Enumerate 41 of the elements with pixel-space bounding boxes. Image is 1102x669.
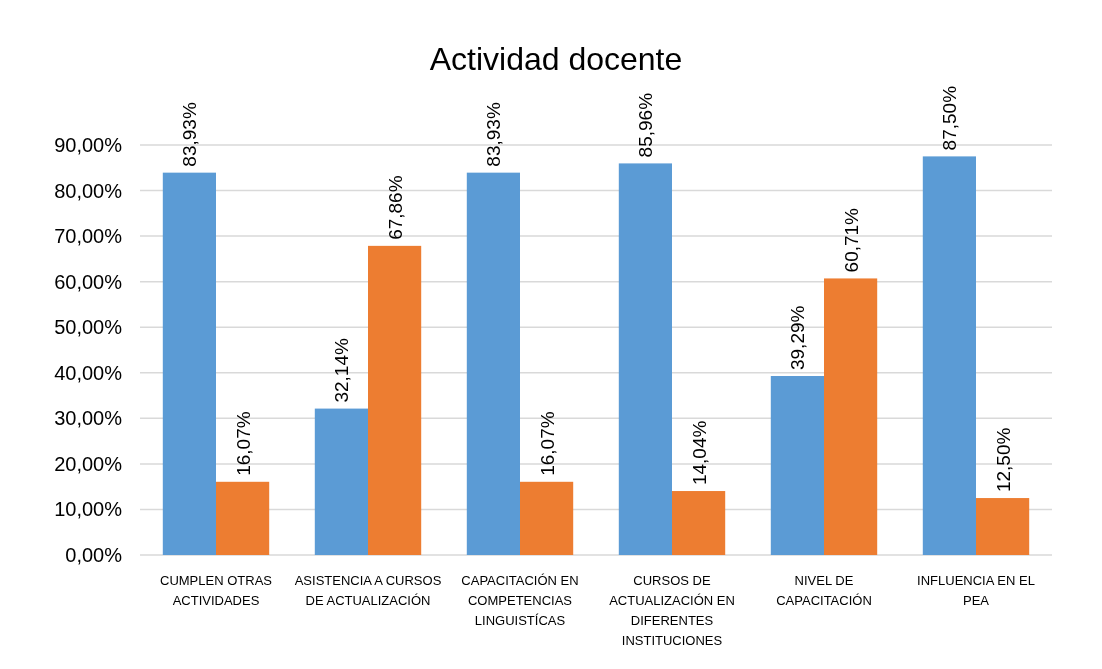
y-tick-label: 0,00% (65, 544, 123, 566)
bar (976, 498, 1030, 555)
data-label: 83,93% (483, 102, 505, 167)
bar (368, 245, 422, 555)
bar (314, 408, 368, 555)
y-tick-label: 80,00% (54, 179, 123, 202)
data-label: 16,07% (536, 411, 558, 476)
x-tick-label: INFLUENCIA EN EL PEA (917, 573, 1035, 608)
bar (618, 163, 672, 555)
bar (520, 481, 574, 555)
data-label: 32,14% (331, 338, 353, 403)
y-tick-label: 40,00% (54, 361, 123, 384)
y-tick-label: 50,00% (54, 316, 123, 339)
data-label: 83,93% (179, 102, 201, 167)
bar (466, 172, 520, 555)
data-label: 14,04% (688, 420, 710, 486)
x-tick-label: NIVEL DE CAPACITACIÓN (776, 573, 872, 608)
bar (922, 156, 976, 555)
x-tick-label: ASISTENCIA A CURSOS DE ACTUALIZACIÓN (294, 573, 442, 608)
data-label: 16,07% (232, 411, 254, 476)
chart-title: Actividad docente (429, 41, 683, 77)
y-tick-label: 90,00% (54, 134, 123, 156)
x-tick-label: CUMPLEN OTRAS ACTIVIDADES (160, 573, 273, 608)
x-tick-label: CURSOS DE ACTUALIZACIÓN EN DIFERENTES INSTITUCIONES (609, 573, 735, 648)
y-tick-label: 10,00% (54, 498, 123, 521)
bar (216, 481, 270, 555)
bar (770, 376, 824, 555)
data-label: 67,86% (384, 175, 406, 240)
y-tick-label: 70,00% (54, 225, 123, 248)
bar (672, 491, 726, 555)
bar (824, 278, 878, 555)
x-tick-label: CAPACITACIÓN EN COMPETENCIAS LINGUISTÍCAS (461, 573, 579, 628)
bar (162, 172, 216, 555)
data-label: 87,50% (939, 85, 961, 151)
data-label: 12,50% (992, 427, 1014, 493)
y-tick-label: 30,00% (54, 407, 123, 430)
y-tick-label: 20,00% (54, 452, 123, 475)
y-tick-label: 60,00% (54, 270, 123, 293)
data-label: 39,29% (787, 305, 809, 371)
data-label: 60,71% (840, 207, 862, 273)
data-label: 85,96% (635, 92, 657, 158)
